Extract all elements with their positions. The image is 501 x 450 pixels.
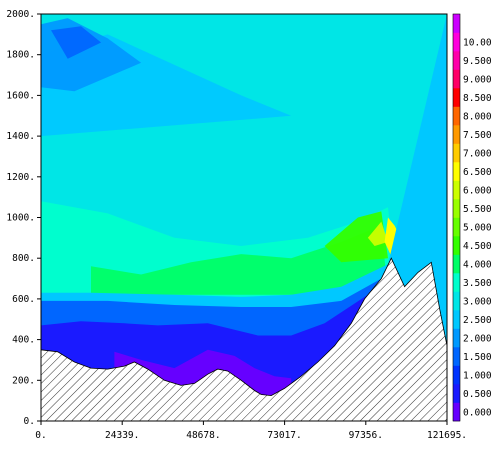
colorbar-label: 3.500	[463, 278, 492, 289]
colorbar-label: 7.000	[463, 148, 492, 159]
colorbar-swatch	[453, 180, 460, 200]
colorbar-swatch	[453, 14, 460, 33]
colorbar-swatch	[453, 143, 460, 163]
colorbar-label: 0.000	[463, 407, 492, 418]
colorbar-frame	[452, 13, 461, 422]
plot-area	[41, 14, 447, 421]
colorbar-label: 6.000	[463, 185, 492, 196]
y-tick-label: 1200.	[6, 172, 35, 183]
colorbar-label: 9.000	[463, 74, 492, 85]
colorbar-swatch	[453, 347, 460, 366]
colorbar-swatch	[453, 365, 460, 385]
colorbar-label: 0.500	[463, 389, 492, 400]
colorbar-swatch	[453, 402, 460, 422]
x-tick-label: 121695.	[427, 430, 467, 441]
colorbar-swatch	[453, 125, 460, 144]
colorbar-label: 3.000	[463, 296, 492, 307]
x-tick-label: 0.	[35, 430, 46, 441]
y-tick-label: 1400.	[6, 131, 35, 142]
colorbar: 0.000 0.500 1.000 1.500 2.000 2.500 3.000 3.500…	[452, 13, 492, 422]
x-tick-label: 73017.	[267, 430, 301, 441]
colorbar-label: 5.500	[463, 204, 492, 215]
y-tick-label: 800.	[12, 253, 35, 264]
colorbar-swatch	[453, 291, 460, 311]
y-tick-label: 1600.	[6, 90, 35, 101]
y-tick-label: 1000.	[6, 213, 35, 224]
y-tick-label: 2000.	[6, 9, 35, 20]
axes: 0. 200. 400. 600. 800. 1000. 1200. 1400. 1600. 18…	[6, 9, 467, 441]
x-tick-label: 24339.	[105, 430, 139, 441]
colorbar-label: 8.500	[463, 93, 492, 104]
colorbar-swatch	[453, 273, 460, 292]
colorbar-label: 1.000	[463, 370, 492, 381]
y-tick-label: 0.	[24, 416, 35, 427]
colorbar-label: 2.000	[463, 333, 492, 344]
colorbar-swatch	[453, 199, 460, 218]
x-tick-label: 48678.	[186, 430, 220, 441]
colorbar-swatch	[453, 69, 460, 89]
colorbar-label: 5.000	[463, 222, 492, 233]
colorbar-swatch	[453, 32, 460, 52]
colorbar-label: 4.000	[463, 259, 492, 270]
colorbar-swatch	[453, 254, 460, 274]
colorbar-swatch	[453, 328, 460, 348]
field-band	[367, 221, 388, 246]
y-tick-label: 400.	[12, 335, 35, 346]
colorbar-label: 8.000	[463, 111, 492, 122]
colorbar-swatch	[453, 310, 460, 329]
colorbar-swatch	[453, 106, 460, 126]
colorbar-label: 4.500	[463, 241, 492, 252]
field-band	[91, 225, 388, 295]
colorbar-swatch	[453, 88, 460, 107]
colorbar-label: 2.500	[463, 315, 492, 326]
y-tick-label: 1800.	[6, 50, 35, 61]
y-tick-label: 200.	[12, 375, 35, 386]
colorbar-label: 9.500	[463, 56, 492, 67]
y-tick-label: 600.	[12, 294, 35, 305]
field-band	[51, 26, 102, 59]
colorbar-swatch	[453, 384, 460, 403]
colorbar-swatch	[453, 51, 460, 70]
x-tick-label: 97356.	[349, 430, 383, 441]
field-band	[324, 211, 388, 263]
colorbar-label: 7.500	[463, 130, 492, 141]
colorbar-label: 10.00	[463, 37, 492, 48]
colorbar-swatch	[453, 236, 460, 255]
colorbar-swatch	[453, 162, 460, 181]
terrain	[41, 257, 447, 421]
colorbar-swatch	[453, 217, 460, 237]
colorbar-label: 1.500	[463, 352, 492, 363]
colorbar-label: 6.500	[463, 167, 492, 178]
